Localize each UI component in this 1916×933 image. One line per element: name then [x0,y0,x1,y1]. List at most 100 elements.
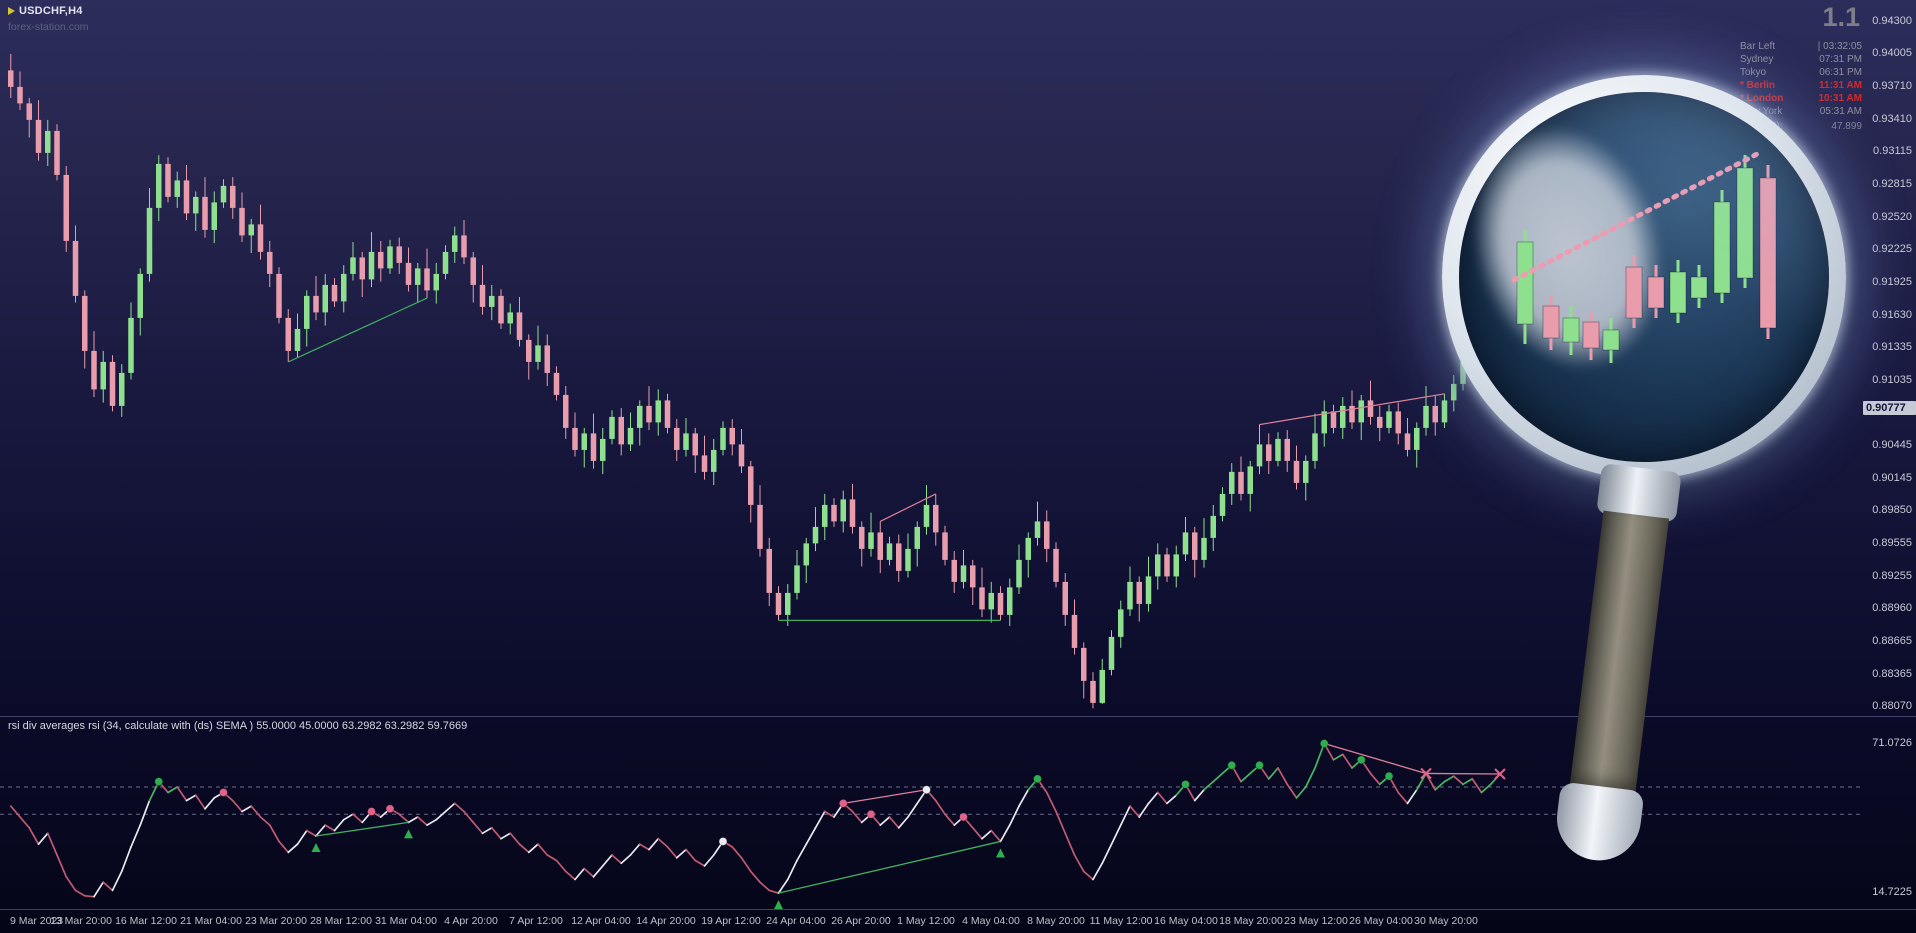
session-value: 11:31 AM [1819,80,1862,91]
rsi-green-dot [1181,779,1190,789]
time-axis-label: 21 Mar 04:00 [180,915,242,927]
session-label: * London [1740,93,1784,104]
session-value: 05:31 AM [1819,106,1862,117]
time-axis-label: 4 Apr 20:00 [444,915,498,927]
rsi-green-dot [154,777,164,786]
divergence-trendline [1259,393,1445,426]
session-row: Tokyo 06:31 PM [1740,66,1862,79]
panel-separator[interactable] [0,716,1916,717]
divergence-trendline [879,493,937,522]
price-axis-label: 0.89555 [1872,537,1912,549]
price-axis-label: 0.91925 [1872,276,1912,288]
rsi-pink-dot [219,788,228,797]
price-axis-label: 0.88960 [1872,602,1912,614]
session-row: Sydney 07:31 PM [1740,53,1862,66]
price-axis-label: 0.91035 [1872,374,1912,386]
price-axis-label: 0.88665 [1872,635,1912,647]
rsi-pink-dot [866,809,876,819]
price-axis-label: 0.90145 [1872,472,1912,484]
price-axis-label: 0.90445 [1872,439,1912,451]
session-value: 47.899 [1831,121,1862,132]
time-axis-label: 1 May 12:00 [897,915,955,927]
time-axis-label: 26 Apr 20:00 [831,915,891,927]
time-axis-label: 13 Mar 20:00 [50,915,112,927]
price-axis-label: 0.93115 [1873,145,1912,157]
time-axis-label: 24 Apr 04:00 [766,915,826,927]
time-axis-label: 23 May 12:00 [1284,915,1348,927]
time-axis-label: 28 Mar 12:00 [310,915,372,927]
time-axis-label: 4 May 04:00 [962,915,1020,927]
time-axis-label: 26 May 04:00 [1349,915,1413,927]
rsi-divergence-line [315,821,409,837]
time-axis-label: 16 May 04:00 [1154,915,1218,927]
price-axis-label: 0.93710 [1872,80,1912,92]
candlesticks [8,53,1503,709]
price-axis-label: 0.94005 [1872,47,1912,59]
session-row: New York 05:31 AM [1740,105,1862,118]
rsi-axis-max: 71.0726 [1872,737,1912,749]
session-row: * Berlin 11:31 AM [1740,79,1862,92]
session-value: 06:31 PM [1819,67,1862,78]
rsi-divergence-line [1324,742,1427,775]
rsi-white-dot [718,837,728,846]
indicator-label: rsi div averages rsi (34, calculate with… [8,720,468,732]
rsi-green-dot [1356,755,1366,765]
session-label: New York [1740,106,1783,117]
time-axis-separator [0,909,1916,910]
rsi-pink-dot [385,804,395,814]
time-axis-label: 30 May 20:00 [1414,915,1478,927]
rsi-white-dot [922,785,931,795]
rsi-green-dot [1227,760,1237,770]
time-axis-label: 14 Apr 20:00 [636,915,696,927]
watermark: forex-station.com [8,21,89,33]
time-axis-label: 31 Mar 04:00 [375,915,437,927]
session-row: ATR (20): 47.899 [1740,120,1862,133]
symbol-icon [8,7,15,15]
session-label: Tokyo [1740,67,1767,78]
symbol-timeframe-label: USDCHF,H4 [19,5,83,17]
time-axis-label: 19 Apr 12:00 [701,915,761,927]
price-axis-label: 0.92225 [1872,243,1912,255]
price-axis-label: 0.91335 [1872,341,1912,353]
time-axis-label: 16 Mar 12:00 [115,915,177,927]
indicator-version: 1.1 [1822,2,1860,32]
time-axis-label: 18 May 20:00 [1219,915,1283,927]
session-row: * London 10:31 AM [1740,92,1862,105]
rsi-pink-dot [959,812,968,822]
session-label: Bar Left [1740,41,1776,52]
price-axis-label: 0.92520 [1872,211,1912,223]
time-axis-label: 9 Mar 2023 [10,915,64,927]
price-axis-label: 0.91630 [1872,309,1912,321]
price-axis-label: 0.88365 [1872,668,1912,680]
rsi-green-dot [1384,771,1394,781]
rsi-divergence-line [1425,772,1501,775]
session-value: 07:31 PM [1819,54,1862,65]
rsi-divergence-line [843,789,927,805]
session-label: * Berlin [1740,80,1776,91]
price-axis-label: 0.88070 [1872,700,1912,712]
rsi-divergence-line [778,840,1001,894]
rsi-pink-dot [367,807,376,816]
time-axis-label: 11 May 12:00 [1089,915,1153,927]
price-axis-label: 0.93410 [1872,113,1912,125]
rsi-up-arrow-icon [311,843,321,852]
current-price-tag: 0.90777 [1863,401,1916,415]
time-axis-label: 7 Apr 12:00 [509,915,563,927]
session-row: Bar Left | 03:32:05 [1740,40,1862,53]
rsi-subwindow [0,739,1864,910]
session-clock-panel: Bar Left | 03:32:05 Sydney 07:31 PM Tokyo 06:… [1740,40,1862,133]
time-axis[interactable]: 9 Mar 2023 13 Mar 20:00 16 Mar 12:00 21 Mar… [0,913,1916,933]
rsi-pink-dot [838,798,848,808]
symbol-row: USDCHF,H4 [8,5,83,17]
price-divergence-lines [287,297,1445,622]
time-axis-label: 12 Apr 04:00 [571,915,631,927]
rsi-green-dot [1033,774,1042,784]
session-label: Sydney [1740,54,1774,65]
price-axis-label: 0.89255 [1872,570,1912,582]
session-value: 10:31 AM [1818,93,1862,104]
session-label: ATR (20): [1740,121,1783,132]
rsi-green-dot [1319,739,1329,748]
price-axis[interactable]: 0.94300 0.94005 0.93710 0.93410 0.93115 0.928… [1864,0,1916,714]
